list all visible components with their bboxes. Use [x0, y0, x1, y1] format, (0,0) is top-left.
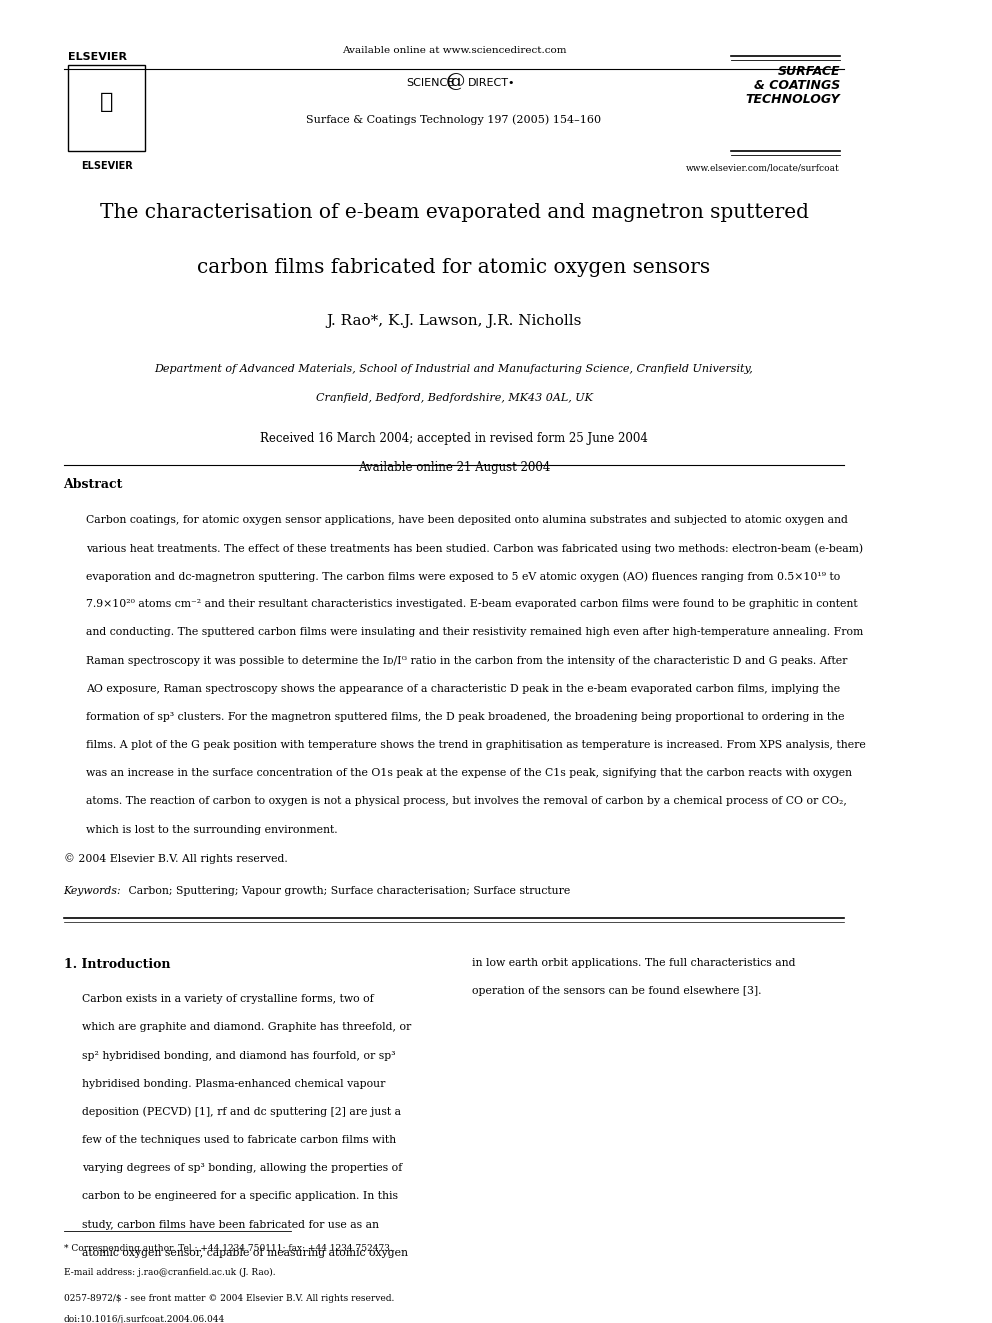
Text: Cranfield, Bedford, Bedfordshire, MK43 0AL, UK: Cranfield, Bedford, Bedfordshire, MK43 0… [315, 393, 592, 404]
Text: The characterisation of e-beam evaporated and magnetron sputtered: The characterisation of e-beam evaporate… [99, 202, 808, 222]
Text: J. Rao*, K.J. Lawson, J.R. Nicholls: J. Rao*, K.J. Lawson, J.R. Nicholls [326, 315, 581, 328]
Text: E-mail address: j.rao@cranfield.ac.uk (J. Rao).: E-mail address: j.rao@cranfield.ac.uk (J… [63, 1267, 275, 1277]
Text: Carbon; Sputtering; Vapour growth; Surface characterisation; Surface structure: Carbon; Sputtering; Vapour growth; Surfa… [125, 885, 570, 896]
Text: deposition (PECVD) [1], rf and dc sputtering [2] are just a: deposition (PECVD) [1], rf and dc sputte… [81, 1107, 401, 1118]
Text: www.elsevier.com/locate/surfcoat: www.elsevier.com/locate/surfcoat [686, 164, 840, 173]
Text: 7.9×10²⁰ atoms cm⁻² and their resultant characteristics investigated. E-beam eva: 7.9×10²⁰ atoms cm⁻² and their resultant … [86, 599, 858, 610]
Text: operation of the sensors can be found elsewhere [3].: operation of the sensors can be found el… [472, 986, 762, 996]
Text: evaporation and dc-magnetron sputtering. The carbon films were exposed to 5 eV a: evaporation and dc-magnetron sputtering.… [86, 572, 840, 582]
Text: SCIENCE: SCIENCE [406, 78, 454, 87]
Text: DIRECT•: DIRECT• [467, 78, 515, 87]
Text: SURFACE
& COATINGS
TECHNOLOGY: SURFACE & COATINGS TECHNOLOGY [745, 66, 840, 106]
Text: which are graphite and diamond. Graphite has threefold, or: which are graphite and diamond. Graphite… [81, 1023, 411, 1032]
Text: formation of sp³ clusters. For the magnetron sputtered films, the D peak broaden: formation of sp³ clusters. For the magne… [86, 712, 845, 722]
Text: Abstract: Abstract [63, 478, 123, 491]
Text: atomic oxygen sensor, capable of measuring atomic oxygen: atomic oxygen sensor, capable of measuri… [81, 1248, 408, 1258]
Text: sp² hybridised bonding, and diamond has fourfold, or sp³: sp² hybridised bonding, and diamond has … [81, 1050, 395, 1061]
Text: Surface & Coatings Technology 197 (2005) 154–160: Surface & Coatings Technology 197 (2005)… [307, 114, 601, 124]
Text: Available online at www.sciencedirect.com: Available online at www.sciencedirect.co… [342, 46, 566, 54]
Text: Received 16 March 2004; accepted in revised form 25 June 2004: Received 16 March 2004; accepted in revi… [260, 433, 648, 446]
Text: Department of Advanced Materials, School of Industrial and Manufacturing Science: Department of Advanced Materials, School… [155, 364, 753, 374]
Text: few of the techniques used to fabricate carbon films with: few of the techniques used to fabricate … [81, 1135, 396, 1144]
Text: @: @ [446, 74, 465, 91]
Text: in low earth orbit applications. The full characteristics and: in low earth orbit applications. The ful… [472, 958, 796, 967]
Text: 1. Introduction: 1. Introduction [63, 958, 170, 971]
Text: Raman spectroscopy it was possible to determine the Iᴅ/Iᴳ ratio in the carbon fr: Raman spectroscopy it was possible to de… [86, 656, 847, 665]
Text: ELSEVIER: ELSEVIER [68, 53, 127, 62]
Text: Carbon coatings, for atomic oxygen sensor applications, have been deposited onto: Carbon coatings, for atomic oxygen senso… [86, 515, 848, 525]
Text: doi:10.1016/j.surfcoat.2004.06.044: doi:10.1016/j.surfcoat.2004.06.044 [63, 1315, 225, 1323]
Text: and conducting. The sputtered carbon films were insulating and their resistivity: and conducting. The sputtered carbon fil… [86, 627, 863, 638]
Text: varying degrees of sp³ bonding, allowing the properties of: varying degrees of sp³ bonding, allowing… [81, 1163, 402, 1174]
Text: various heat treatments. The effect of these treatments has been studied. Carbon: various heat treatments. The effect of t… [86, 542, 863, 553]
Text: films. A plot of the G peak position with temperature shows the trend in graphit: films. A plot of the G peak position wit… [86, 740, 866, 750]
Text: © 2004 Elsevier B.V. All rights reserved.: © 2004 Elsevier B.V. All rights reserved… [63, 853, 288, 864]
Text: AO exposure, Raman spectroscopy shows the appearance of a characteristic D peak : AO exposure, Raman spectroscopy shows th… [86, 684, 840, 693]
Text: ELSEVIER: ELSEVIER [80, 161, 133, 171]
Text: carbon films fabricated for atomic oxygen sensors: carbon films fabricated for atomic oxyge… [197, 258, 710, 277]
Text: 0257-8972/$ - see front matter © 2004 Elsevier B.V. All rights reserved.: 0257-8972/$ - see front matter © 2004 El… [63, 1294, 394, 1303]
Text: Keywords:: Keywords: [63, 885, 121, 896]
Text: hybridised bonding. Plasma-enhanced chemical vapour: hybridised bonding. Plasma-enhanced chem… [81, 1078, 385, 1089]
Text: which is lost to the surrounding environment.: which is lost to the surrounding environ… [86, 824, 338, 835]
Text: Available online 21 August 2004: Available online 21 August 2004 [358, 462, 551, 474]
Text: Carbon exists in a variety of crystalline forms, two of: Carbon exists in a variety of crystallin… [81, 994, 373, 1004]
Text: atoms. The reaction of carbon to oxygen is not a physical process, but involves : atoms. The reaction of carbon to oxygen … [86, 796, 847, 807]
Text: 🌳: 🌳 [100, 93, 113, 112]
Text: study, carbon films have been fabricated for use as an: study, carbon films have been fabricated… [81, 1220, 379, 1229]
Text: * Corresponding author. Tel.: +44 1234 750111; fax: +44 1234 752473.: * Corresponding author. Tel.: +44 1234 7… [63, 1245, 392, 1253]
Text: was an increase in the surface concentration of the O1s peak at the expense of t: was an increase in the surface concentra… [86, 769, 852, 778]
FancyBboxPatch shape [68, 66, 145, 151]
Text: carbon to be engineered for a specific application. In this: carbon to be engineered for a specific a… [81, 1192, 398, 1201]
